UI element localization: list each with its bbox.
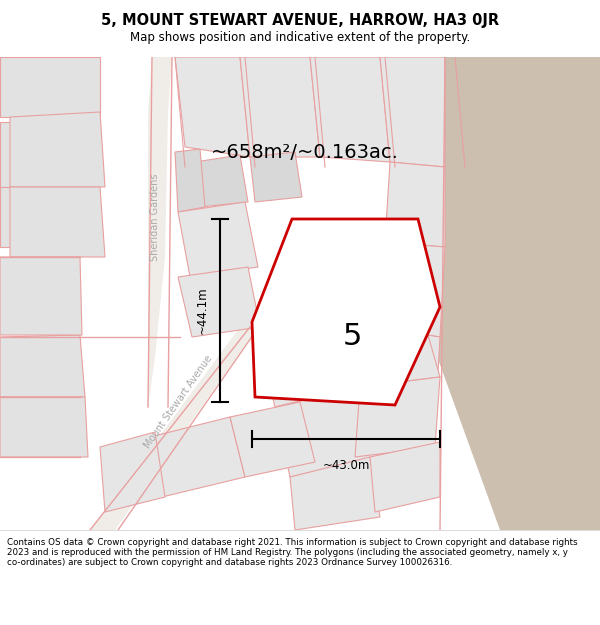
Polygon shape — [258, 317, 360, 407]
Polygon shape — [90, 317, 265, 530]
Polygon shape — [430, 57, 600, 530]
Polygon shape — [195, 155, 248, 207]
Text: Sheridan Gardens: Sheridan Gardens — [150, 173, 160, 261]
Polygon shape — [310, 57, 390, 162]
Text: ~658m²/~0.163ac.: ~658m²/~0.163ac. — [211, 142, 399, 161]
Polygon shape — [175, 57, 250, 157]
Polygon shape — [148, 57, 172, 407]
Polygon shape — [250, 152, 302, 202]
Polygon shape — [370, 442, 440, 512]
Polygon shape — [290, 457, 380, 530]
Text: Map shows position and indicative extent of the property.: Map shows position and indicative extent… — [130, 31, 470, 44]
Polygon shape — [10, 187, 105, 257]
Polygon shape — [230, 402, 315, 477]
Polygon shape — [0, 257, 82, 335]
Text: 5, MOUNT STEWART AVENUE, HARROW, HA3 0JR: 5, MOUNT STEWART AVENUE, HARROW, HA3 0JR — [101, 12, 499, 28]
Polygon shape — [240, 57, 320, 157]
Polygon shape — [355, 377, 440, 457]
Polygon shape — [430, 57, 600, 530]
Polygon shape — [0, 122, 90, 187]
Polygon shape — [0, 57, 100, 117]
Polygon shape — [0, 335, 85, 397]
Polygon shape — [340, 307, 440, 387]
Text: Mount Stewart Avenue: Mount Stewart Avenue — [142, 354, 214, 451]
Polygon shape — [385, 162, 445, 247]
Polygon shape — [178, 267, 260, 337]
Polygon shape — [175, 149, 205, 212]
Polygon shape — [252, 219, 440, 405]
Text: ~43.0m: ~43.0m — [322, 459, 370, 472]
Polygon shape — [375, 242, 445, 337]
Polygon shape — [380, 57, 445, 167]
Polygon shape — [150, 417, 245, 497]
Polygon shape — [0, 187, 90, 247]
Polygon shape — [365, 327, 440, 427]
Polygon shape — [275, 387, 380, 477]
Polygon shape — [0, 57, 430, 530]
Polygon shape — [178, 202, 258, 277]
Text: ~44.1m: ~44.1m — [196, 287, 209, 334]
Text: 5: 5 — [343, 322, 362, 351]
Polygon shape — [100, 432, 165, 512]
Text: Contains OS data © Crown copyright and database right 2021. This information is : Contains OS data © Crown copyright and d… — [7, 538, 578, 568]
Polygon shape — [0, 397, 88, 457]
Polygon shape — [10, 112, 105, 187]
Polygon shape — [440, 57, 600, 530]
